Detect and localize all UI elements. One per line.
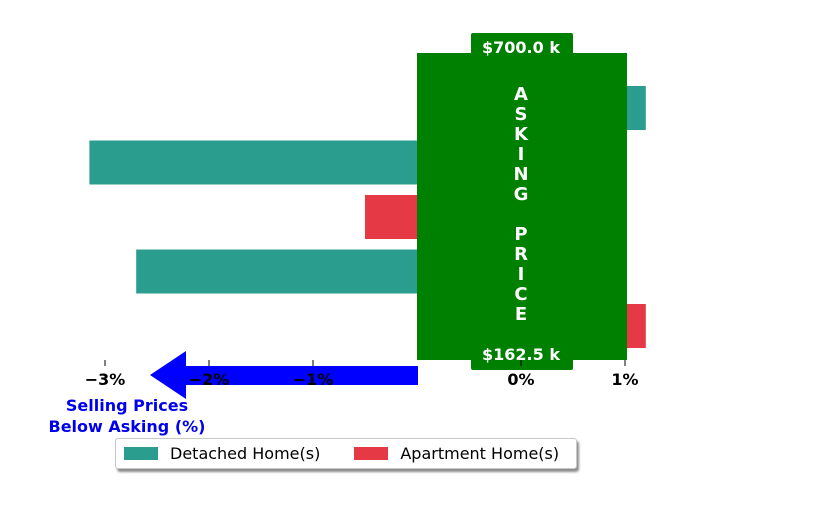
vertical-letter: P — [514, 224, 527, 245]
top-price-label: $700.0 k — [482, 38, 560, 57]
bars-layer — [89, 86, 646, 348]
bar-apartment — [627, 304, 646, 348]
legend-swatch-detached — [124, 447, 158, 460]
asking-price-panel — [417, 53, 627, 360]
bar-detached — [89, 140, 418, 185]
x-axis: −3% −2% −1% 0% 1% — [85, 360, 639, 389]
below-asking-line2: Below Asking (%) — [49, 417, 206, 436]
legend-label-apartment: Apartment Home(s) — [400, 444, 560, 463]
top-price-badge — [471, 33, 573, 62]
legend-label-detached: Detached Home(s) — [170, 444, 321, 463]
vertical-letter: C — [514, 284, 527, 305]
vertical-letter: K — [514, 124, 529, 145]
x-tick-label: 1% — [611, 370, 638, 389]
bottom-price-badge — [471, 340, 573, 370]
vertical-letter: A — [514, 84, 528, 105]
bottom-price-label: $162.5 k — [482, 345, 560, 364]
below-asking-line1: Selling Prices — [66, 396, 188, 415]
vertical-letter: S — [515, 104, 528, 125]
x-tick-label: −2% — [189, 370, 230, 389]
vertical-letter: G — [514, 184, 529, 205]
legend: Detached Home(s) Apartment Home(s) — [115, 438, 577, 469]
below-asking-arrow — [150, 351, 418, 399]
x-tick-label: −1% — [293, 370, 334, 389]
legend-item-detached: Detached Home(s) — [124, 444, 320, 463]
legend-item-apartment: Apartment Home(s) — [354, 444, 559, 463]
bar-detached — [136, 249, 417, 294]
bar-detached — [627, 86, 646, 130]
vertical-letter: E — [515, 304, 527, 325]
vertical-letter: I — [518, 144, 525, 165]
vertical-letter: I — [518, 264, 525, 285]
vertical-letter: N — [513, 164, 528, 185]
legend-swatch-apartment — [354, 447, 389, 460]
vertical-letter: R — [514, 244, 528, 265]
bar-apartment — [365, 195, 417, 239]
x-tick-label: −3% — [85, 370, 126, 389]
x-tick-label: 0% — [507, 370, 534, 389]
arrow-left-icon — [150, 351, 418, 399]
